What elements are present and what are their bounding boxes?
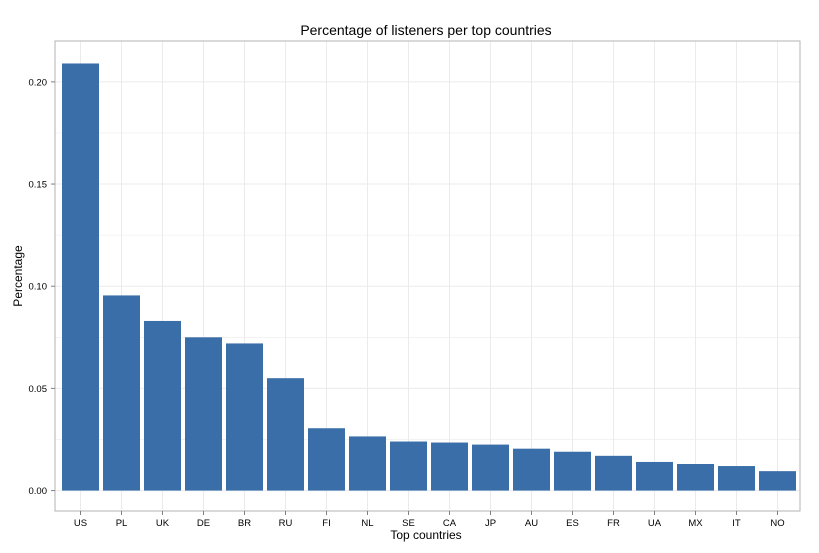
y-tick-label: 0.10 — [29, 282, 48, 293]
bar-fr — [595, 455, 632, 491]
x-tick-label-se: SE — [402, 518, 415, 529]
bar-es — [554, 451, 591, 491]
x-tick-label-no: NO — [770, 518, 784, 529]
bar-uk — [144, 320, 181, 491]
y-tick-label: 0.00 — [29, 486, 48, 497]
bar-ru — [267, 378, 304, 491]
bar-br — [226, 343, 263, 491]
x-tick-label-ca: CA — [443, 518, 457, 529]
x-tick-label-br: BR — [238, 518, 251, 529]
x-tick-label-es: ES — [566, 518, 579, 529]
bar-mx — [677, 464, 714, 491]
y-tick-label: 0.15 — [29, 180, 48, 191]
x-tick-label-ua: UA — [648, 518, 662, 529]
bar-nl — [349, 436, 386, 491]
y-axis-ticks: 0.00 0.05 0.10 0.15 0.20 — [29, 77, 55, 497]
x-tick-label-de: DE — [197, 518, 210, 529]
bar-ua — [636, 461, 673, 491]
bar-no — [759, 471, 796, 491]
bar-pl — [103, 295, 140, 491]
bar-de — [185, 337, 222, 491]
x-tick-label-us: US — [74, 518, 87, 529]
x-tick-label-uk: UK — [156, 518, 170, 529]
x-tick-label-au: AU — [525, 518, 538, 529]
x-tick-label-pl: PL — [116, 518, 128, 529]
panel-border — [54, 40, 801, 512]
bar-it — [718, 466, 755, 491]
x-tick-label-fr: FR — [607, 518, 620, 529]
x-tick-label-fi: FI — [322, 518, 330, 529]
bar-au — [513, 448, 550, 491]
bar-us — [62, 63, 99, 491]
bar-jp — [472, 444, 509, 491]
y-tick-label: 0.20 — [29, 77, 48, 88]
y-axis-title: Percentage — [11, 245, 25, 307]
chart-title: Percentage of listeners per top countrie… — [300, 22, 551, 38]
bar-fi — [308, 428, 345, 491]
bar-se — [390, 441, 427, 491]
x-tick-label-nl: NL — [361, 518, 373, 529]
x-axis-title: Top countries — [390, 528, 461, 542]
x-tick-label-it: IT — [732, 518, 741, 529]
bar-layer — [62, 63, 796, 491]
x-tick-label-jp: JP — [485, 518, 496, 529]
x-tick-label-ru: RU — [279, 518, 293, 529]
x-axis-ticks: US PL UK DE BR RU FI NL SE CA JP AU ES FR UA MX IT NO — [74, 511, 785, 529]
y-tick-label: 0.05 — [29, 384, 48, 395]
x-tick-label-mx: MX — [688, 518, 703, 529]
bar-ca — [431, 442, 468, 491]
